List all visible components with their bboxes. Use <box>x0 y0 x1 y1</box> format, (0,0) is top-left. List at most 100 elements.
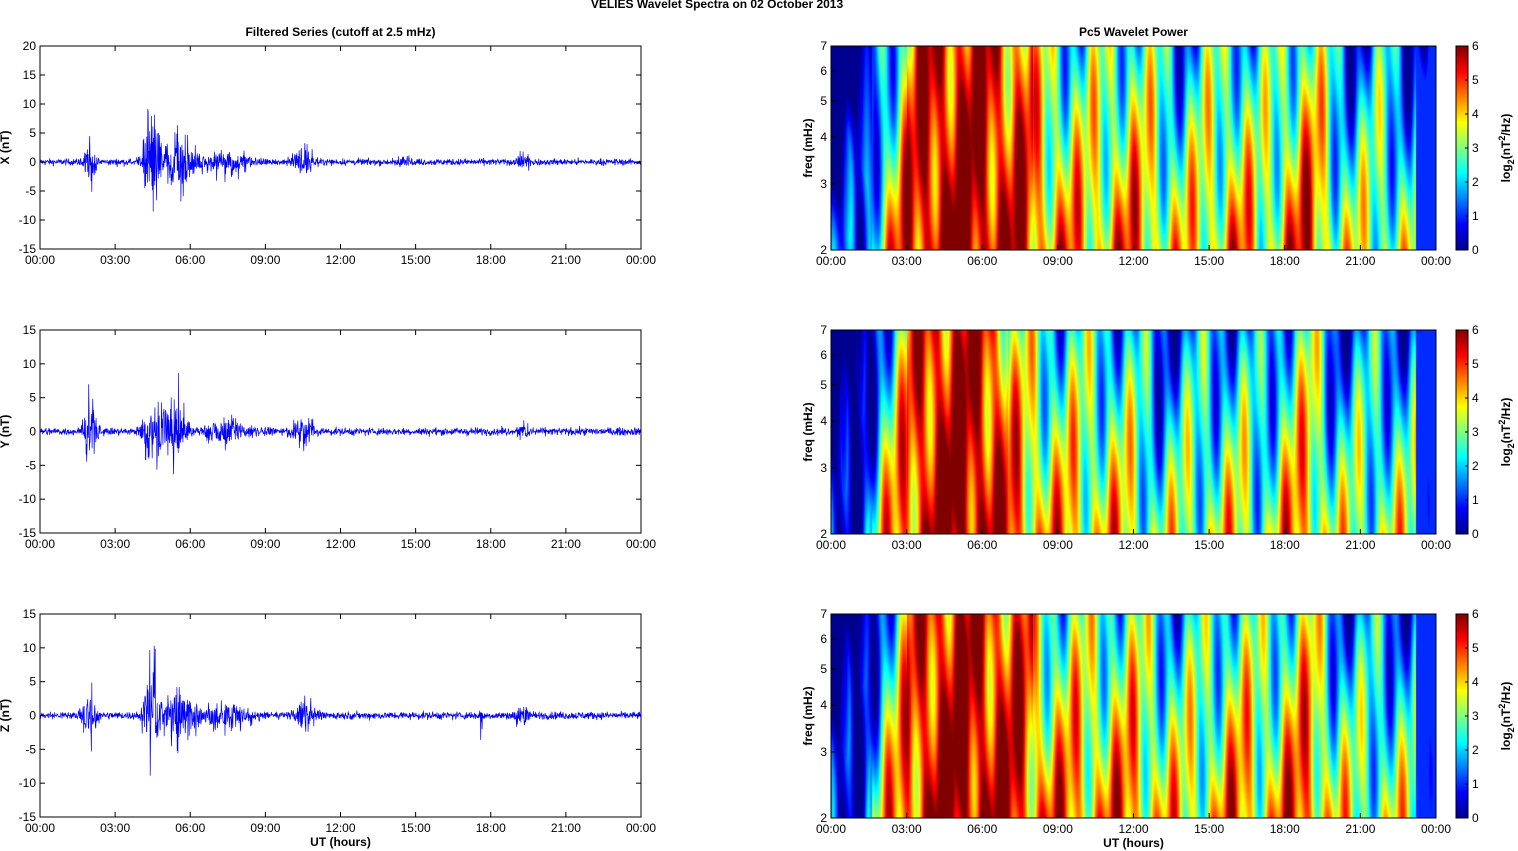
colorbar-tick-label: 0 <box>1472 527 1479 541</box>
x-tick-label: 09:00 <box>1043 822 1073 836</box>
colorbar-tick-label: 6 <box>1472 607 1479 621</box>
x-tick-label: 06:00 <box>967 538 997 552</box>
colorbar-label: log2(nT2/Hz) <box>1497 114 1516 183</box>
y-tick-label: -5 <box>25 742 36 756</box>
y-axis-label: freq (mHz) <box>801 118 815 177</box>
y-tick-label: -15 <box>19 810 37 824</box>
x-tick-label: 15:00 <box>1194 254 1224 268</box>
x-tick-label: 03:00 <box>892 254 922 268</box>
colorbar-tick-label: 2 <box>1472 743 1479 757</box>
x-tick-label: 00:00 <box>1421 538 1451 552</box>
y-tick-label: -10 <box>19 213 37 227</box>
y-axis-label: freq (mHz) <box>801 402 815 461</box>
x-tick-label: 00:00 <box>1421 254 1451 268</box>
x-tick-label: 09:00 <box>250 537 280 551</box>
y-tick-label: 0 <box>29 155 36 169</box>
x-tick-label: 18:00 <box>1270 254 1300 268</box>
series-panel-3: -15 -10 -5 0 5 10 15 00:00 03:00 06:00 09:00 12:00 1… <box>0 607 656 849</box>
y-tick-label: 20 <box>23 39 37 53</box>
x-tick-label: 15:00 <box>1194 822 1224 836</box>
x-axis-label: UT (hours) <box>310 835 371 849</box>
x-tick-label: 21:00 <box>1345 254 1375 268</box>
y-tick-label: 6 <box>820 348 827 362</box>
x-tick-label: 09:00 <box>250 253 280 267</box>
x-tick-label: 18:00 <box>476 253 506 267</box>
y-tick-label: 10 <box>23 357 37 371</box>
y-tick-label: -10 <box>19 492 37 506</box>
y-tick-label: 4 <box>820 130 827 144</box>
x-tick-label: 18:00 <box>1270 538 1300 552</box>
y-tick-label: 15 <box>23 68 37 82</box>
y-axis-label: X (nT) <box>0 131 12 165</box>
x-axis-label: UT (hours) <box>1103 836 1164 850</box>
colorbar-tick-label: 6 <box>1472 323 1479 337</box>
spectrogram-panel-3: 2 3 4 5 6 7 00:00 03:00 06:00 09:00 12:00 15:00 18:0… <box>801 607 1516 850</box>
x-tick-label: 12:00 <box>1118 254 1148 268</box>
colorbar: 0 1 2 3 4 5 6 log2(nT2/Hz) <box>1455 323 1516 541</box>
plot-frame <box>39 45 642 250</box>
x-tick-label: 03:00 <box>892 822 922 836</box>
x-tick-label: 09:00 <box>1043 254 1073 268</box>
x-tick-label: 12:00 <box>325 537 355 551</box>
x-tick-label: 09:00 <box>1043 538 1073 552</box>
y-tick-label: 7 <box>820 607 827 621</box>
colorbar-label: log2(nT2/Hz) <box>1497 398 1516 467</box>
x-tick-label: 15:00 <box>401 537 431 551</box>
x-tick-label: 03:00 <box>100 253 130 267</box>
colorbar-tick-label: 6 <box>1472 39 1479 53</box>
y-tick-label: 3 <box>820 461 827 475</box>
x-tick-label: 18:00 <box>476 821 506 835</box>
series-panel-2: -15 -10 -5 0 5 10 15 00:00 03:00 06:00 09:00 12:00 1… <box>0 323 656 551</box>
x-tick-label: 06:00 <box>175 537 205 551</box>
x-tick-label: 12:00 <box>325 253 355 267</box>
y-tick-label: 4 <box>820 698 827 712</box>
y-tick-label: 5 <box>820 94 827 108</box>
x-tick-label: 00:00 <box>1421 822 1451 836</box>
colorbar: 0 1 2 3 4 5 6 log2(nT2/Hz) <box>1455 39 1516 257</box>
colorbar-tick-label: 0 <box>1472 243 1479 257</box>
colorbar: 0 1 2 3 4 5 6 log2(nT2/Hz) <box>1455 607 1516 825</box>
x-tick-label: 00:00 <box>816 254 846 268</box>
y-tick-label: 7 <box>820 39 827 53</box>
y-tick-label: 5 <box>820 378 827 392</box>
x-tick-label: 06:00 <box>967 254 997 268</box>
series-line <box>39 372 642 475</box>
x-tick-label: 00:00 <box>816 822 846 836</box>
colorbar-tick-label: 1 <box>1472 493 1479 507</box>
y-tick-label: 6 <box>820 64 827 78</box>
x-tick-label: 03:00 <box>100 537 130 551</box>
colorbar-tick-label: 5 <box>1472 73 1479 87</box>
wavelet-heatmap <box>831 330 1436 534</box>
y-axis-label: Y (nT) <box>0 415 12 449</box>
x-tick-label: 12:00 <box>1118 538 1148 552</box>
colorbar-tick-label: 3 <box>1472 425 1479 439</box>
y-axis-label: freq (mHz) <box>801 686 815 745</box>
x-tick-label: 15:00 <box>401 821 431 835</box>
x-tick-label: 03:00 <box>892 538 922 552</box>
y-tick-label: 3 <box>820 177 827 191</box>
y-tick-label: -10 <box>19 776 37 790</box>
y-tick-label: 7 <box>820 323 827 337</box>
x-tick-label: 00:00 <box>626 821 656 835</box>
y-tick-label: 5 <box>820 662 827 676</box>
x-tick-label: 12:00 <box>325 821 355 835</box>
x-tick-label: 21:00 <box>551 537 581 551</box>
x-tick-label: 00:00 <box>816 538 846 552</box>
x-tick-label: 12:00 <box>1118 822 1148 836</box>
y-tick-label: -5 <box>25 458 36 472</box>
x-tick-label: 00:00 <box>25 821 55 835</box>
y-tick-label: 2 <box>820 243 827 257</box>
x-tick-label: 15:00 <box>1194 538 1224 552</box>
colorbar-tick-label: 5 <box>1472 641 1479 655</box>
spectrogram-panel-1: 2 3 4 5 6 7 00:00 03:00 06:00 09:00 12:00 15:00 18:0… <box>801 25 1516 268</box>
y-tick-label: 2 <box>820 811 827 825</box>
y-tick-label: 0 <box>29 709 36 723</box>
x-tick-label: 21:00 <box>551 253 581 267</box>
colorbar-tick-label: 2 <box>1472 175 1479 189</box>
x-tick-label: 06:00 <box>175 821 205 835</box>
colorbar-tick-label: 4 <box>1472 391 1479 405</box>
spectrogram-panel-2: 2 3 4 5 6 7 00:00 03:00 06:00 09:00 12:00 15:00 18:0… <box>801 323 1516 552</box>
colorbar-tick-label: 1 <box>1472 777 1479 791</box>
